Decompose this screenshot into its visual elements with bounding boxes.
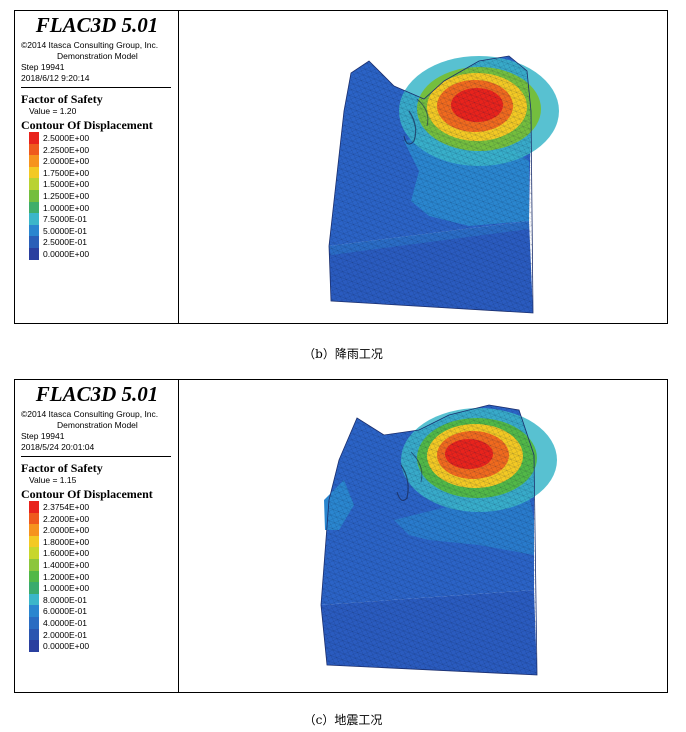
scale-label: 1.5000E+00 [43,179,90,190]
scale-swatch [29,547,39,559]
contour-heading: Contour Of Displacement [21,118,153,132]
scale-label: 1.7500E+00 [43,167,90,178]
scale-label: 0.0000E+00 [43,248,90,259]
contour-heading: Contour Of Displacement [21,487,153,501]
divider [21,456,171,457]
flac3d-plot-panel-b: FLAC3D 5.01 ©2014 Itasca Consulting Grou… [14,10,668,324]
scale-swatch [29,640,39,652]
scale-label: 5.0000E-01 [43,225,87,236]
scale-swatch [29,236,39,248]
flac3d-plot-panel-c: FLAC3D 5.01 ©2014 Itasca Consulting Grou… [14,379,668,693]
model-name: Demonstration Model [57,420,138,430]
copyright-text: ©2014 Itasca Consulting Group, Inc. [21,409,159,419]
model-block [328,55,559,314]
scale-label: 2.2000E+00 [43,513,90,524]
displacement-contour-render [320,404,557,676]
scale-swatch [29,605,39,617]
step-count: Step 19941 [21,62,65,72]
divider [21,87,171,88]
scale-label: 2.0000E+00 [43,156,90,167]
model-viewport [179,380,667,692]
scale-label: 1.0000E+00 [43,202,90,213]
scale-label: 1.2000E+00 [43,571,90,582]
figure-caption-b: （b）降雨工况 [303,347,383,361]
scale-label: 2.3754E+00 [43,502,90,512]
scale-label: 2.2500E+00 [43,144,90,155]
plot-metadata: ©2014 Itasca Consulting Group, Inc. Demo… [21,409,158,453]
scale-swatch [29,501,39,513]
scale-swatch [29,201,39,214]
scale-swatch [29,558,39,571]
scale-swatch [29,224,39,237]
scale-label: 2.5000E-01 [43,237,87,248]
scale-label: 0.0000E+00 [43,641,90,652]
scale-label: 7.5000E-01 [43,214,87,225]
fos-value: Value = 1.15 [29,475,77,485]
model-name: Demonstration Model [57,51,138,61]
scale-swatch [29,582,39,594]
scale-label: 8.0000E-01 [43,594,87,605]
displacement-contour-render [328,55,559,314]
scale-label: 1.8000E+00 [43,536,90,547]
step-count: Step 19941 [21,431,65,441]
scale-swatch [29,166,39,179]
fos-heading: Factor of Safety [21,92,103,106]
model-viewport [179,11,667,323]
app-title: FLAC3D 5.01 [35,13,159,37]
legend-panel: FLAC3D 5.01 ©2014 Itasca Consulting Grou… [15,380,179,692]
timestamp: 2018/5/24 20:01:04 [21,442,95,452]
scale-label: 1.4000E+00 [43,559,90,570]
app-title: FLAC3D 5.01 [35,382,159,406]
scale-label: 1.6000E+00 [43,548,90,559]
scale-swatch [29,143,39,156]
model-block [320,404,557,676]
scale-swatch [29,570,39,583]
scale-label: 6.0000E-01 [43,606,87,617]
scale-swatch [29,628,39,641]
fos-heading: Factor of Safety [21,461,103,475]
scale-label: 2.0000E+00 [43,525,90,536]
scale-label: 1.0000E+00 [43,583,90,594]
scale-swatch [29,247,39,260]
scale-swatch [29,535,39,548]
copyright-text: ©2014 Itasca Consulting Group, Inc. [21,40,159,50]
legend-panel: FLAC3D 5.01 ©2014 Itasca Consulting Grou… [15,11,179,323]
plot-metadata: ©2014 Itasca Consulting Group, Inc. Demo… [21,40,158,84]
scale-swatch [29,189,39,202]
scale-label: 4.0000E-01 [43,617,87,628]
scale-swatch [29,178,39,190]
scale-swatch [29,524,39,536]
scale-swatch [29,593,39,606]
scale-swatch [29,213,39,225]
scale-label: 2.5000E+00 [43,133,90,143]
timestamp: 2018/6/12 9:20:14 [21,73,90,83]
scale-swatch [29,616,39,629]
fos-value: Value = 1.20 [29,106,77,116]
scale-swatch [29,155,39,167]
scale-label: 1.2500E+00 [43,190,90,201]
scale-swatch [29,512,39,525]
scale-label: 2.0000E-01 [43,629,87,640]
scale-swatch [29,132,39,144]
figure-caption-c: （c）地震工况 [303,713,383,727]
